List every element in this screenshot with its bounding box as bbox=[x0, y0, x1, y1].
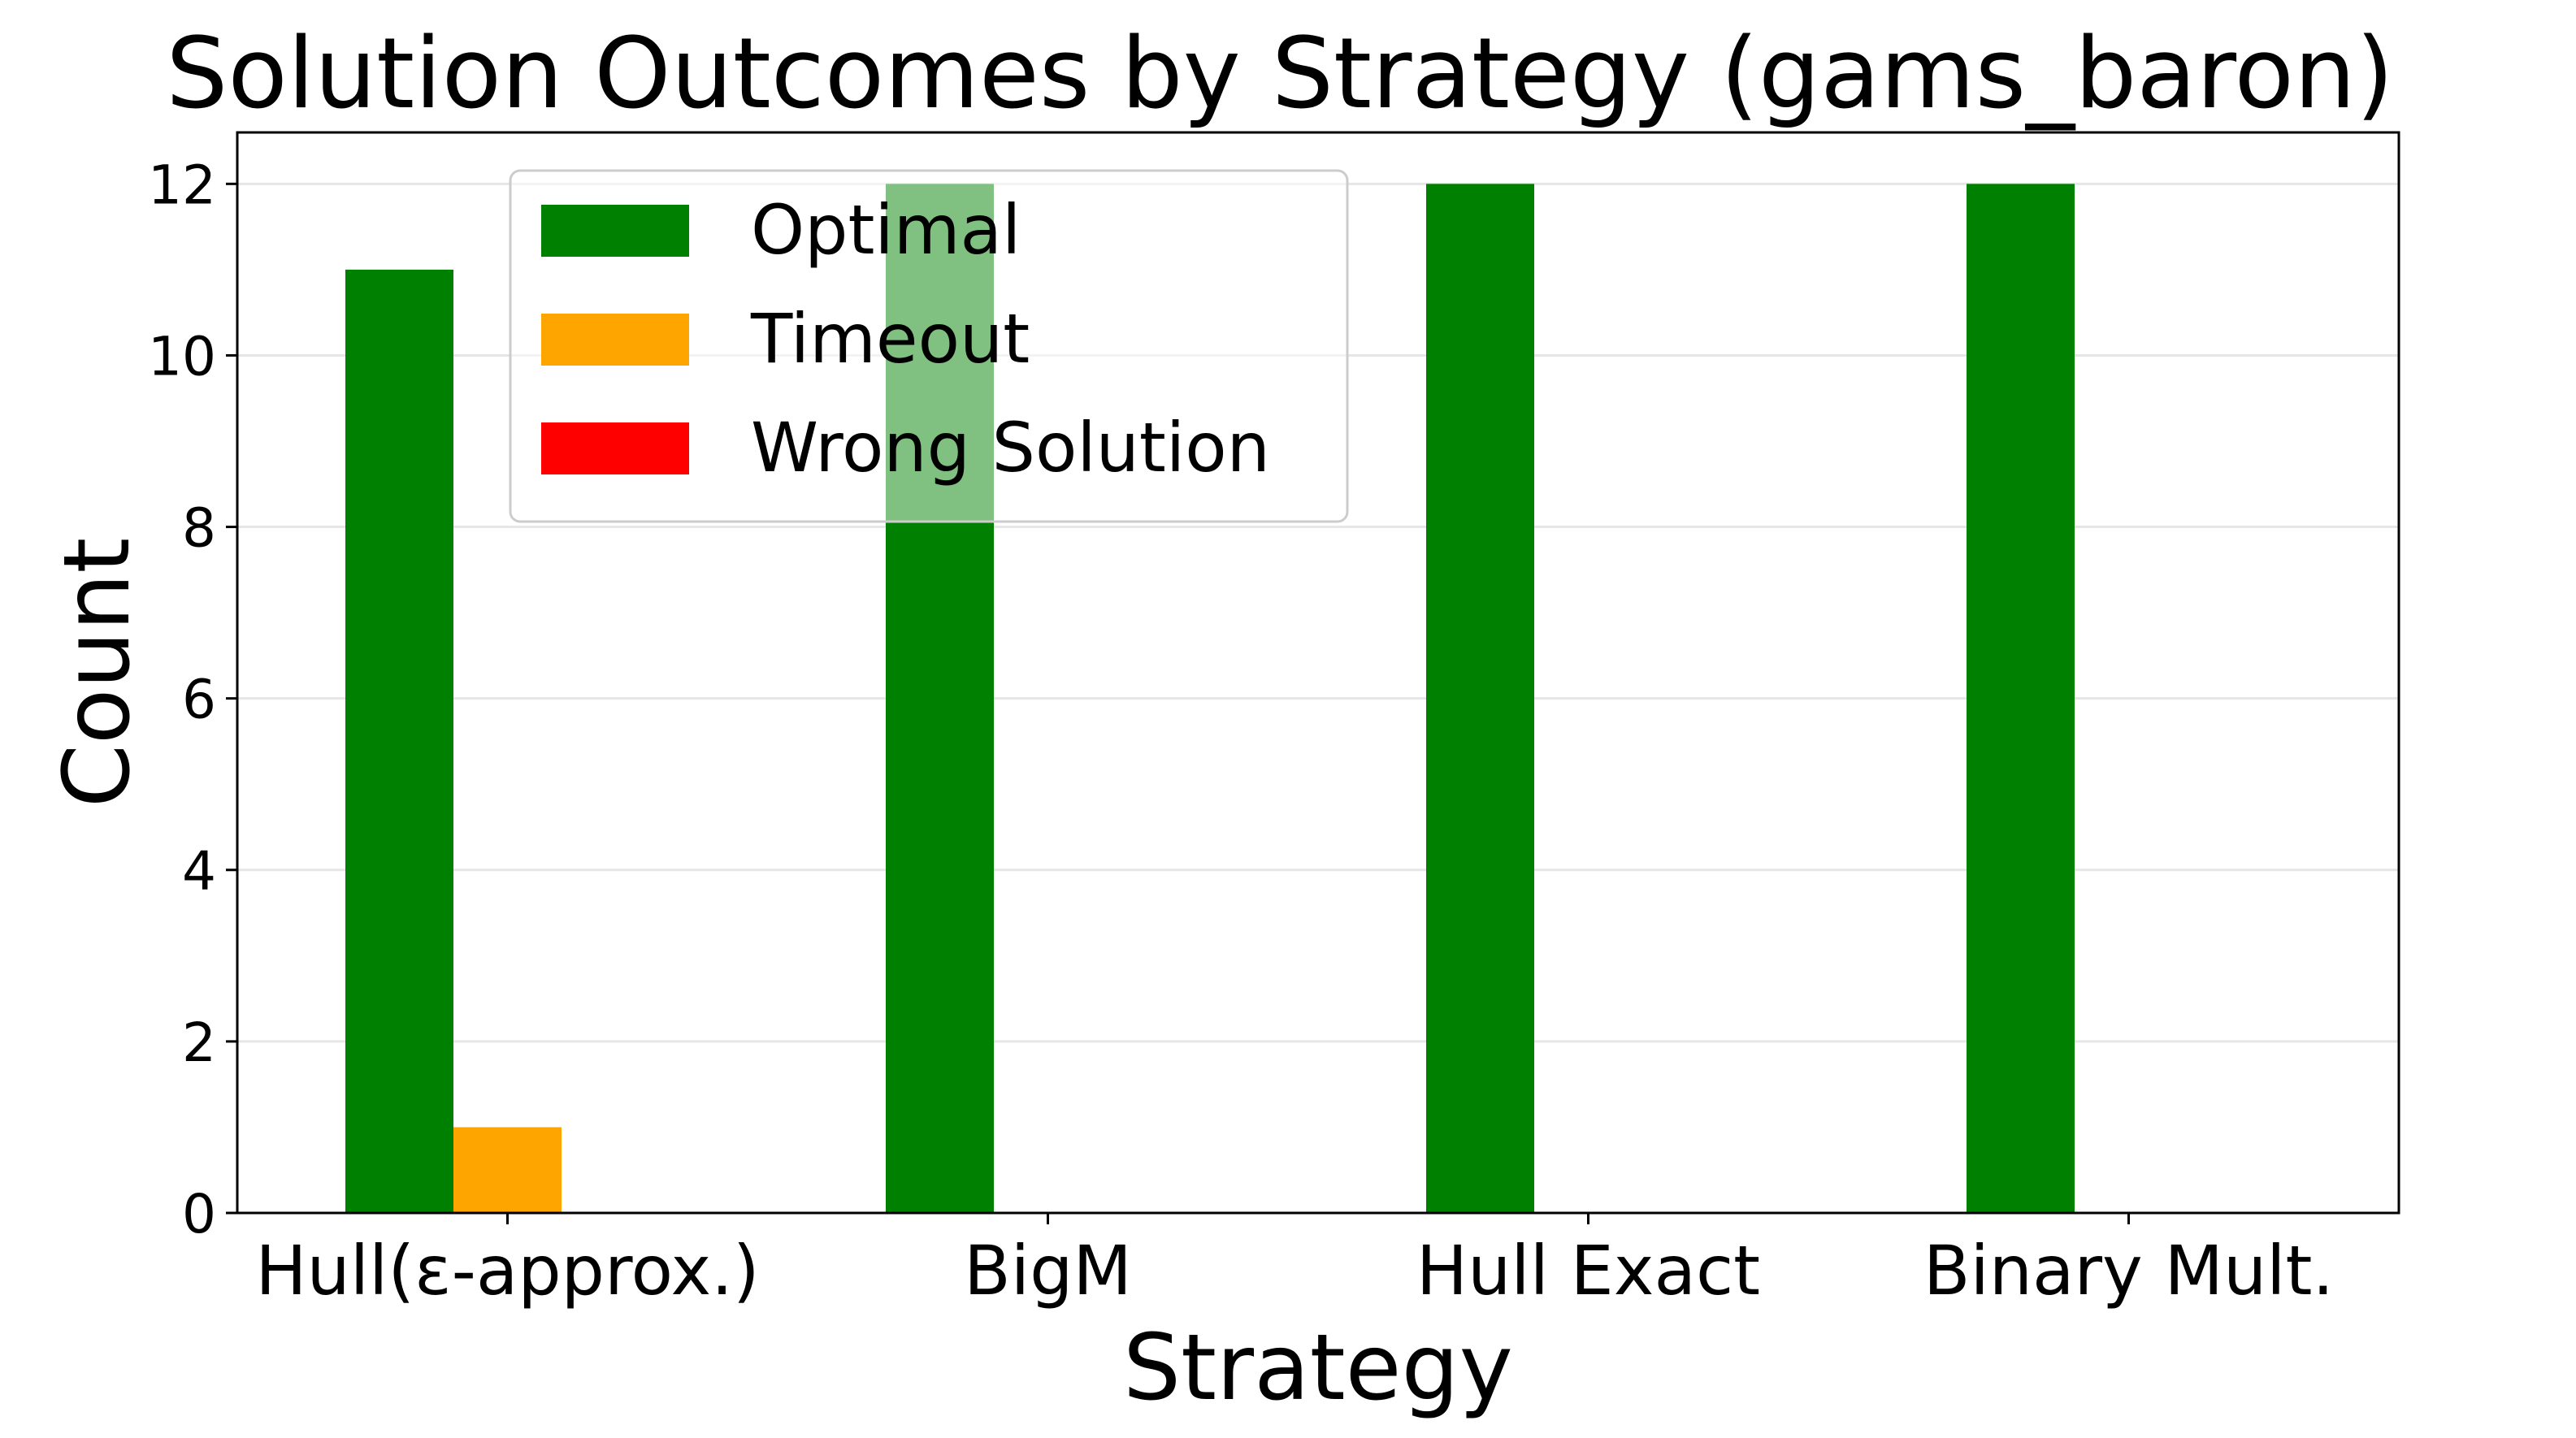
bar-timeout bbox=[453, 1127, 562, 1213]
legend-label: Optimal bbox=[751, 190, 1021, 270]
legend-swatch bbox=[541, 314, 689, 366]
legend-label: Timeout bbox=[750, 299, 1030, 379]
y-tick-label: 4 bbox=[182, 840, 216, 903]
x-tick-label: Binary Mult. bbox=[1923, 1231, 2334, 1310]
bars bbox=[345, 184, 2075, 1213]
chart-title: Solution Outcomes by Strategy (gams_baro… bbox=[166, 18, 2394, 131]
x-tick-label: BigM bbox=[964, 1231, 1132, 1310]
y-axis-label: Count bbox=[45, 538, 150, 808]
y-tick-label: 2 bbox=[182, 1011, 216, 1074]
x-axis-label: Strategy bbox=[1123, 1315, 1513, 1421]
y-tick-label: 8 bbox=[182, 497, 216, 560]
legend-label: Wrong Solution bbox=[751, 408, 1270, 487]
bar-optimal bbox=[1426, 184, 1534, 1213]
x-tick-label: Hull(ε-approx.) bbox=[255, 1231, 759, 1310]
y-tick-label: 10 bbox=[148, 325, 216, 388]
bar-optimal bbox=[345, 269, 453, 1213]
plot-area-frame bbox=[236, 131, 2400, 1215]
legend: Optimal Timeout Wrong Solution bbox=[509, 169, 1349, 523]
y-tick-label: 6 bbox=[182, 669, 216, 731]
y-tick-label: 12 bbox=[148, 154, 216, 216]
legend-box bbox=[509, 169, 1349, 523]
legend-swatch bbox=[541, 422, 689, 474]
x-tick-label: Hull Exact bbox=[1416, 1231, 1760, 1310]
y-tick-label: 0 bbox=[182, 1183, 216, 1245]
legend-swatch bbox=[541, 205, 689, 257]
bar-optimal bbox=[1967, 184, 2075, 1213]
axis-ticks: 0 2 4 6 8 10 12 Hull(ε-approx.) BigM Hull Exact Bi… bbox=[148, 154, 2334, 1310]
